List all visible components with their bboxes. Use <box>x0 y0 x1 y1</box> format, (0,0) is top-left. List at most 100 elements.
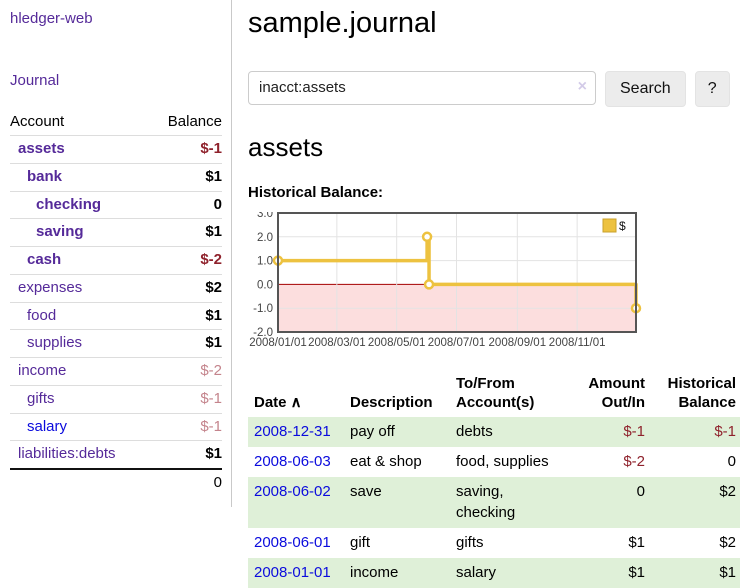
accounts-total-row: 0 <box>10 468 222 497</box>
accounts-header-account: Account <box>10 113 65 130</box>
account-balance: $-1 <box>150 384 222 413</box>
account-row: salary $-1 <box>10 412 222 441</box>
main-content: sample.journal × Search ? assets Histori… <box>232 0 742 588</box>
account-row: checking 0 <box>10 190 222 219</box>
account-link-liabilities-debts[interactable]: liabilities:debts <box>18 445 116 463</box>
register-row: 2008-12-31 pay off debts $-1 $-1 <box>248 416 740 448</box>
help-button[interactable]: ? <box>694 70 730 107</box>
search-input-wrap: × <box>248 70 596 107</box>
register-header-to-from-account-s-: To/From Account(s) <box>456 374 535 412</box>
transaction-balance: 0 <box>727 453 736 471</box>
account-link-saving[interactable]: saving <box>36 223 84 241</box>
sort-ascending-icon: ∧ <box>286 394 302 412</box>
account-row: food $1 <box>10 301 222 330</box>
sidebar-item-journal[interactable]: Journal <box>10 72 60 89</box>
transaction-description: pay off <box>344 416 450 448</box>
account-link-income[interactable]: income <box>18 362 67 379</box>
svg-text:-2.0: -2.0 <box>253 327 273 339</box>
svg-text:2008/07/01: 2008/07/01 <box>428 337 486 349</box>
account-row: assets $-1 <box>10 135 222 164</box>
account-link-cash[interactable]: cash <box>27 251 62 268</box>
account-link-gifts[interactable]: gifts <box>27 389 55 407</box>
svg-text:2.0: 2.0 <box>257 232 273 244</box>
register-header-historical-balance: Historical Balance <box>667 374 736 412</box>
brand: hledger-web <box>10 10 222 28</box>
svg-text:2008/03/01: 2008/03/01 <box>308 337 366 349</box>
page-title: sample.journal <box>248 7 437 39</box>
account-row: cash $-2 <box>10 246 222 275</box>
sidebar-nav: Journal <box>10 72 222 90</box>
chart-legend-label: $ <box>619 219 626 233</box>
transaction-amount: $1 <box>570 558 649 588</box>
transaction-amount: 0 <box>570 477 649 528</box>
transaction-balance: $1 <box>649 558 740 588</box>
search-input[interactable] <box>248 70 596 105</box>
account-balance: $-1 <box>150 135 222 164</box>
search-button[interactable]: Search <box>605 70 686 107</box>
chart-title: Historical Balance: <box>248 183 384 201</box>
transaction-accounts: food, supplies <box>456 453 549 471</box>
accounts-table: Account Balance assets $-1 bank $1 checking 0… <box>10 111 222 497</box>
account-heading: assets <box>248 131 324 162</box>
transaction-date-link[interactable]: 2008-01-01 <box>254 564 331 582</box>
transaction-balance: $2 <box>719 533 736 551</box>
svg-text:-1.0: -1.0 <box>253 303 273 315</box>
account-link-supplies[interactable]: supplies <box>27 334 83 352</box>
account-balance: $-2 <box>150 246 222 275</box>
transaction-description: save <box>344 477 450 528</box>
transaction-accounts: saving, checking <box>450 477 570 528</box>
register-header-description: Description <box>350 394 433 412</box>
register-row: 2008-06-03 eat & shop food, supplies $-2 0 <box>248 447 740 477</box>
account-row: liabilities:debts $1 <box>10 440 222 469</box>
register-header-amount-out-in: Amount Out/In <box>588 374 645 412</box>
account-link-checking[interactable]: checking <box>36 195 102 213</box>
transaction-accounts: gifts <box>456 533 484 551</box>
register-table: Date ∧ Description To/From Account(s) Amount… <box>248 372 740 588</box>
transaction-description: gift <box>350 533 371 551</box>
transaction-accounts: debts <box>450 416 570 448</box>
register-row: 2008-06-02 save saving, checking 0 $2 <box>248 477 740 528</box>
account-link-expenses[interactable]: expenses <box>18 278 83 296</box>
accounts-total-value: 0 <box>150 468 222 497</box>
svg-text:2008/05/01: 2008/05/01 <box>368 337 426 349</box>
account-balance: $2 <box>150 273 222 302</box>
transaction-amount: $-2 <box>623 453 645 471</box>
account-link-bank[interactable]: bank <box>27 167 63 185</box>
svg-text:0.0: 0.0 <box>257 279 273 291</box>
svg-text:2008/09/01: 2008/09/01 <box>489 337 547 349</box>
transaction-date-link[interactable]: 2008-06-03 <box>254 453 331 471</box>
account-row: income $-2 <box>10 357 222 386</box>
transaction-date-link[interactable]: 2008-06-02 <box>254 483 331 501</box>
transaction-balance: $2 <box>649 477 740 528</box>
account-balance: $-2 <box>150 357 222 386</box>
register-row: 2008-06-01 gift gifts $1 $2 <box>248 528 740 558</box>
clear-search-icon[interactable]: × <box>577 77 587 95</box>
brand-link[interactable]: hledger-web <box>10 10 93 27</box>
account-link-assets[interactable]: assets <box>18 140 65 157</box>
transaction-date-link[interactable]: 2008-06-01 <box>254 533 331 551</box>
historical-balance-chart: $3.0 2.0 1.0 0.0 -1.0 -2.0 2008/01/01 2008/03/0… <box>248 208 646 355</box>
account-balance: $1 <box>150 218 222 247</box>
account-balance: $1 <box>150 162 222 191</box>
svg-text:1.0: 1.0 <box>257 255 273 267</box>
account-balance: $1 <box>150 440 222 469</box>
accounts-header-balance: Balance <box>167 113 222 130</box>
transaction-date-link[interactable]: 2008-12-31 <box>254 422 331 440</box>
account-link-salary[interactable]: salary <box>27 417 68 435</box>
account-row: gifts $-1 <box>10 384 222 413</box>
transaction-amount: $-1 <box>570 416 649 448</box>
transaction-amount: $1 <box>628 533 645 551</box>
register-row: 2008-01-01 income salary $1 $1 <box>248 558 740 588</box>
transaction-description: income <box>344 558 450 588</box>
account-row: supplies $1 <box>10 329 222 358</box>
svg-text:2008/11/01: 2008/11/01 <box>549 337 606 349</box>
transaction-accounts: salary <box>450 558 570 588</box>
svg-text:3.0: 3.0 <box>257 212 273 220</box>
search-form: × Search ? <box>248 70 740 107</box>
register-header-date[interactable]: Date ∧ <box>254 394 302 412</box>
account-row: expenses $2 <box>10 273 222 302</box>
transaction-description: eat & shop <box>350 453 422 471</box>
account-link-food[interactable]: food <box>27 306 57 324</box>
